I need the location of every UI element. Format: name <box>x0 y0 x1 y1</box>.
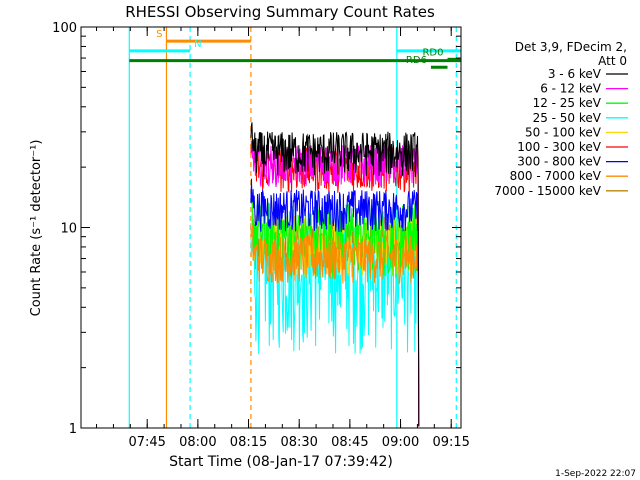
flag-label-1: N <box>194 39 201 50</box>
x-tick-label: 08:45 <box>331 435 368 450</box>
legend-header: Det 3,9, FDecim 2, <box>515 40 627 54</box>
x-tick-label: 08:00 <box>179 435 216 450</box>
x-tick-label: 08:30 <box>280 435 317 450</box>
axes: 1 10 100 07:45 08:00 08:15 08:30 08:45 09:00 09:1… <box>52 21 470 450</box>
chart-title: RHESSI Observing Summary Count Rates <box>125 3 435 21</box>
x-tick-label: 08:15 <box>230 435 267 450</box>
flag-label-5: RD6 <box>406 55 427 66</box>
legend-label: 800 - 7000 keV <box>510 169 602 183</box>
y-tick-label: 1 <box>69 422 77 437</box>
legend-label: 100 - 300 keV <box>517 140 601 154</box>
legend-label: 50 - 100 keV <box>525 125 602 139</box>
x-tick-label: 09:00 <box>382 435 419 450</box>
legend-label: 7000 - 15000 keV <box>494 184 601 198</box>
legend-header: Att 0 <box>598 54 627 68</box>
x-axis-title: Start Time (08-Jan-17 07:39:42) <box>169 454 393 470</box>
y-tick-label: 10 <box>60 222 77 237</box>
y-axis-title: Count Rate (s⁻¹ detector⁻¹) <box>29 140 44 317</box>
legend-label: 12 - 25 keV <box>533 96 602 110</box>
flag-label-4: RD0 <box>422 47 443 58</box>
legend-label: 300 - 800 keV <box>517 155 601 169</box>
series-line-6 <box>250 178 420 427</box>
series-line-0 <box>250 122 420 427</box>
y-tick-label: 100 <box>52 21 77 36</box>
x-tick-label: 07:45 <box>128 435 165 450</box>
legend-label: 25 - 50 keV <box>533 111 602 125</box>
footer-date: 1-Sep-2022 22:07 <box>555 469 636 479</box>
flag-label-0: S <box>156 29 162 40</box>
x-tick-label: 09:15 <box>432 435 469 450</box>
legend-label: 3 - 6 keV <box>548 67 602 81</box>
series-line-7 <box>250 225 420 427</box>
legend-label: 6 - 12 keV <box>540 82 602 96</box>
